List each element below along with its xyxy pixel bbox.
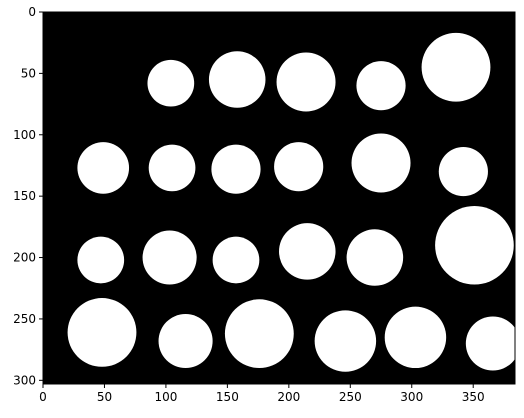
coin-blob: [148, 144, 196, 192]
coin-blob: [435, 205, 514, 285]
coin-blob: [147, 59, 195, 107]
x-tick-label: 250: [339, 390, 362, 404]
x-tick-label: 300: [400, 390, 423, 404]
coin-blob: [351, 133, 411, 193]
plot-area: [42, 11, 516, 385]
coin-blob: [208, 51, 266, 108]
y-tick-label: 250: [13, 312, 36, 326]
plot-frame: [42, 11, 516, 385]
coin-blob: [211, 144, 261, 194]
coin-blob: [274, 142, 324, 192]
coin-blob: [356, 61, 406, 111]
coin-blob: [314, 310, 377, 372]
coin-blob: [224, 299, 294, 369]
coin-blob: [212, 236, 260, 284]
coin-blob: [158, 314, 213, 369]
coin-blob: [438, 147, 488, 197]
y-tick-label: 300: [13, 373, 36, 387]
x-tick-label: 0: [39, 390, 47, 404]
coin-blob: [384, 306, 447, 369]
y-axis: 0 50 100 150 200 250 300: [13, 5, 43, 387]
coin-blob: [279, 223, 336, 280]
x-tick-label: 100: [154, 390, 177, 404]
y-tick-label: 200: [13, 251, 36, 265]
x-tick-label: 50: [97, 390, 112, 404]
y-tick-label: 150: [13, 189, 36, 203]
y-tick-label: 100: [13, 128, 36, 142]
coin-blob: [77, 236, 125, 284]
y-tick-label: 50: [21, 66, 36, 80]
coin-blob: [465, 316, 515, 371]
coin-blob: [346, 229, 404, 286]
coin-blob: [276, 52, 336, 112]
coin-blob: [142, 230, 197, 285]
x-tick-label: 200: [277, 390, 300, 404]
x-tick-label: 350: [462, 390, 485, 404]
coin-blob: [67, 298, 137, 367]
y-tick-label: 0: [28, 5, 36, 19]
x-tick-label: 150: [216, 390, 239, 404]
x-axis: 0 50 100 150 200 250 300 350: [39, 384, 485, 404]
coin-blob: [421, 32, 491, 102]
coin-blob: [77, 142, 130, 194]
